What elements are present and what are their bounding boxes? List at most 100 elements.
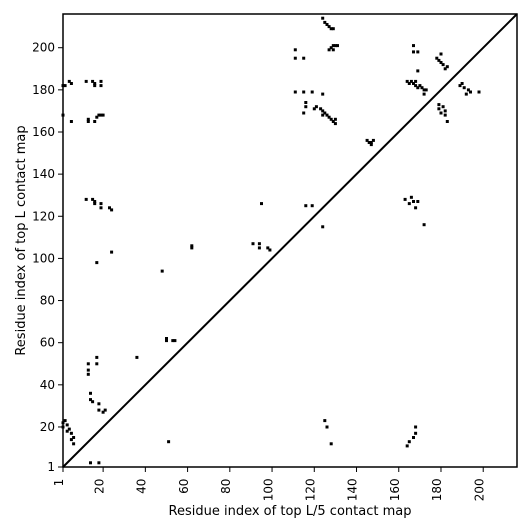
contact-point-upper xyxy=(403,197,407,201)
contact-point-upper xyxy=(416,86,420,90)
contact-point-upper xyxy=(435,56,439,60)
contact-point-upper xyxy=(304,101,308,104)
contact-point-lower xyxy=(86,372,90,376)
x-tick-label: 200 xyxy=(472,478,486,501)
y-tick-label: 80 xyxy=(40,294,55,308)
contact-point-upper xyxy=(331,48,335,52)
contact-point-lower xyxy=(171,339,175,343)
contact-point-lower xyxy=(63,419,67,423)
x-tick-label: 1 xyxy=(52,479,66,487)
contact-point-upper xyxy=(407,82,411,85)
y-tick-label: 120 xyxy=(32,209,55,223)
contact-point-upper xyxy=(331,44,335,48)
contact-point-upper xyxy=(312,107,316,111)
contact-point-upper xyxy=(91,79,95,83)
contact-point-upper xyxy=(405,79,409,83)
x-tick-label: 80 xyxy=(219,479,233,494)
x-tick-label: 20 xyxy=(92,479,106,494)
contact-point-upper xyxy=(412,50,415,54)
contact-point-upper xyxy=(466,88,470,92)
contact-point-upper xyxy=(302,111,306,115)
contact-point-lower xyxy=(86,368,90,372)
contact-point-upper xyxy=(323,20,327,24)
contact-point-upper xyxy=(99,79,103,83)
contact-point-upper xyxy=(101,113,105,117)
contact-point-upper xyxy=(190,244,194,248)
x-tick-label: 120 xyxy=(303,478,317,501)
contact-point-upper xyxy=(325,23,329,26)
contact-point-lower xyxy=(72,442,76,446)
contact-point-upper xyxy=(416,50,420,54)
contact-point-upper xyxy=(416,69,420,73)
contact-point-upper xyxy=(293,90,297,94)
contact-point-upper xyxy=(443,109,447,113)
contact-point-upper xyxy=(327,25,331,29)
contact-point-upper xyxy=(365,138,369,142)
contact-point-upper xyxy=(437,107,441,111)
contact-point-upper xyxy=(93,120,97,123)
contact-point-lower xyxy=(414,431,418,435)
contact-point-upper xyxy=(84,197,88,201)
contact-point-upper xyxy=(329,27,333,31)
contact-point-upper xyxy=(333,117,337,121)
contact-point-upper xyxy=(310,90,314,94)
contact-point-upper xyxy=(108,206,111,210)
x-tick-label: 60 xyxy=(177,479,191,494)
contact-point-upper xyxy=(321,16,325,20)
contact-point-lower xyxy=(414,425,418,429)
contact-point-upper xyxy=(333,44,337,48)
contact-point-lower xyxy=(103,408,107,412)
diagonal-line xyxy=(62,13,518,468)
contact-point-lower xyxy=(95,362,99,366)
contact-point-upper xyxy=(367,141,371,144)
contact-point-upper xyxy=(63,84,67,88)
contact-point-upper xyxy=(336,44,339,48)
contact-point-upper xyxy=(412,200,415,203)
contact-point-upper xyxy=(327,48,331,52)
contact-point-upper xyxy=(268,248,272,252)
contact-point-upper xyxy=(257,246,261,250)
contact-point-lower xyxy=(325,425,329,429)
contact-point-upper xyxy=(86,120,90,123)
contact-point-upper xyxy=(266,246,270,250)
y-tick-label: 160 xyxy=(32,125,55,139)
contact-point-upper xyxy=(251,242,255,246)
contact-point-lower xyxy=(97,402,101,406)
contact-point-upper xyxy=(95,261,99,265)
contact-point-upper xyxy=(321,92,325,96)
contact-point-upper xyxy=(310,204,314,208)
x-tick-label: 180 xyxy=(430,478,444,501)
contact-point-lower xyxy=(89,398,92,402)
contact-point-upper xyxy=(464,92,468,96)
contact-point-upper xyxy=(477,90,481,94)
contact-point-lower xyxy=(407,440,411,444)
contact-point-upper xyxy=(329,117,333,121)
contact-point-upper xyxy=(293,48,297,52)
contact-point-upper xyxy=(407,202,411,206)
contact-point-upper xyxy=(93,84,97,88)
contact-point-lower xyxy=(165,339,168,343)
contact-point-upper xyxy=(93,82,97,85)
contact-point-upper xyxy=(409,79,413,83)
contact-point-lower xyxy=(405,444,409,448)
contact-point-lower xyxy=(65,423,69,427)
contact-point-upper xyxy=(414,84,418,88)
contact-point-upper xyxy=(445,65,449,69)
contact-point-upper xyxy=(110,208,114,212)
lower-triangle-points xyxy=(61,337,418,465)
contact-point-upper xyxy=(257,242,261,246)
contact-point-upper xyxy=(469,90,472,94)
contact-point-lower xyxy=(97,408,101,412)
contact-point-lower xyxy=(65,429,69,433)
contact-point-upper xyxy=(319,107,323,111)
x-axis-ticks: 1 20 40 60 80 100 120 140 160 180 200 xyxy=(52,467,486,501)
contact-point-upper xyxy=(260,202,263,206)
contact-point-upper xyxy=(110,250,114,254)
contact-point-upper xyxy=(69,82,73,85)
y-axis-label: Residue index of top L contact map xyxy=(14,125,29,355)
contact-point-lower xyxy=(135,355,139,359)
contact-point-upper xyxy=(418,84,422,88)
contact-point-upper xyxy=(99,84,103,88)
